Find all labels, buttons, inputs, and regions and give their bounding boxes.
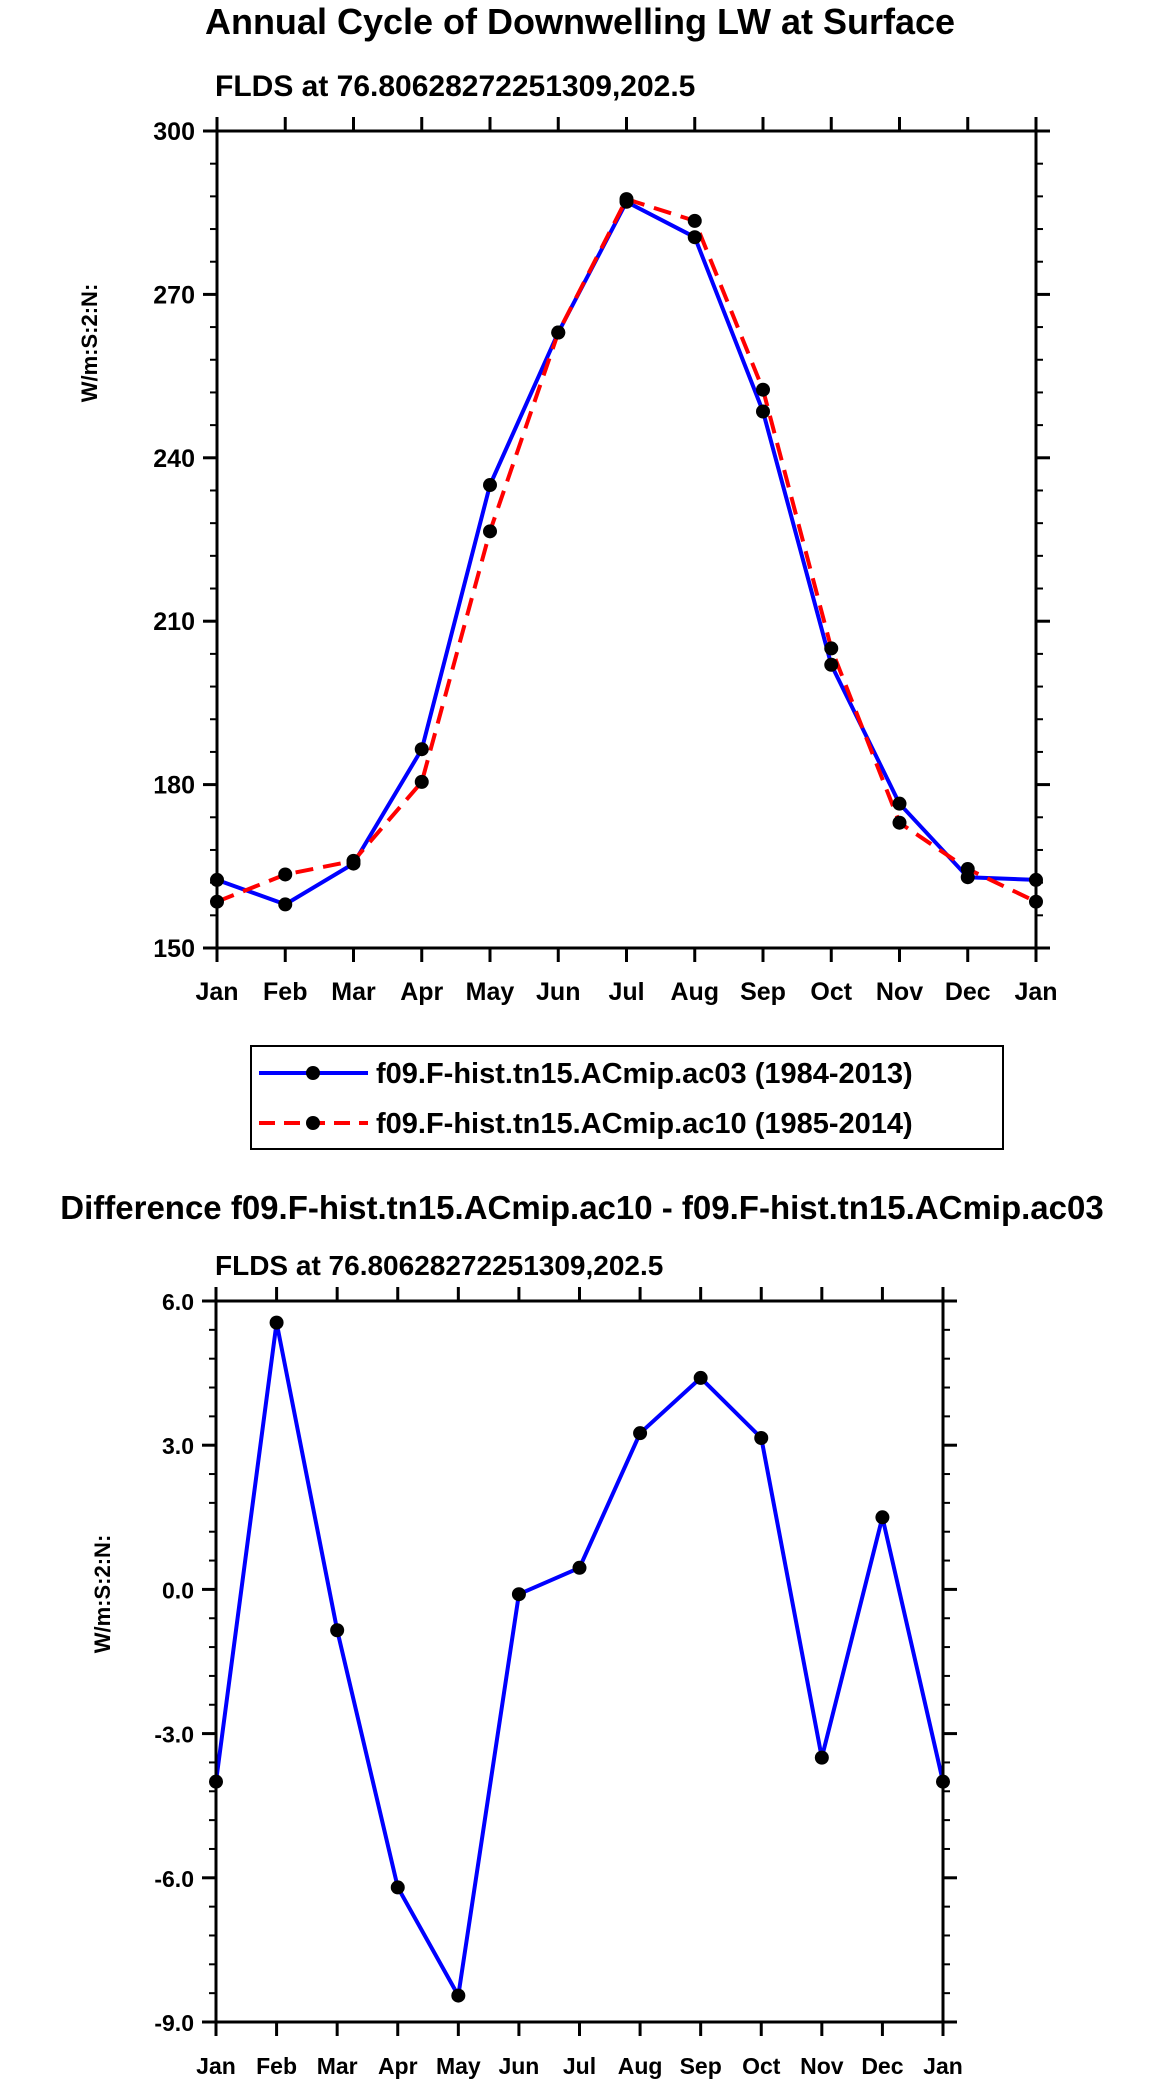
x-tick-label: Nov (800, 2053, 844, 2079)
y-tick-label: 300 (153, 118, 195, 146)
difference-y-axis-label: W/m:S:2:N: (90, 1535, 115, 1654)
y-tick-label: 150 (153, 935, 195, 963)
legend-label-ac10: f09.F-hist.tn15.ACmip.ac10 (1985-2014) (376, 1108, 913, 1140)
data-point (551, 325, 566, 340)
chart-subtitle: FLDS at 76.80628272251309,202.5 (215, 70, 695, 103)
x-tick-label: Sep (680, 2053, 722, 2079)
data-point (414, 774, 429, 789)
x-tick-label: Apr (400, 978, 443, 1006)
data-point (892, 815, 907, 830)
difference-panel: Difference f09.F-hist.tn15.ACmip.ac10 - … (60, 1189, 1103, 2079)
data-point (693, 1370, 708, 1385)
x-tick-label: Jun (498, 2053, 539, 2079)
data-point (483, 524, 497, 539)
legend: f09.F-hist.tn15.ACmip.ac03 (1984-2013) f… (250, 1045, 1004, 1150)
data-point (483, 478, 497, 493)
x-tick-label: Oct (810, 978, 852, 1006)
data-point (960, 862, 975, 877)
data-point (824, 657, 839, 672)
x-tick-label: Apr (378, 2053, 418, 2079)
data-point (330, 1623, 345, 1638)
data-point (278, 867, 293, 882)
x-tick-label: Jan (196, 2053, 236, 2079)
x-tick-label: Oct (742, 2053, 781, 2079)
plot-frame (215, 129, 1038, 950)
y-tick-label: -9.0 (154, 2010, 194, 2036)
series-line-0 (216, 199, 1037, 907)
data-point (269, 1315, 284, 1330)
data-point (390, 1880, 405, 1895)
x-tick-label: Aug (618, 2053, 663, 2079)
data-point (572, 1560, 587, 1575)
data-point (511, 1587, 526, 1602)
annual-cycle-panel: Annual Cycle of Downwelling LW at Surfac… (77, 1, 1058, 1006)
data-point (414, 742, 429, 757)
x-tick-label: Jan (923, 2053, 963, 2079)
y-tick-label: 0.0 (162, 1577, 194, 1603)
data-point (278, 897, 293, 912)
legend-marker-ac10 (306, 1116, 320, 1130)
y-tick-label: 240 (153, 445, 195, 473)
y-tick-label: 270 (153, 281, 195, 309)
y-tick-label: -6.0 (154, 1866, 194, 1892)
data-point (754, 1430, 769, 1445)
x-tick-label: Dec (945, 978, 991, 1006)
x-tick-label: Jan (1014, 978, 1057, 1006)
legend-label-ac03: f09.F-hist.tn15.ACmip.ac03 (1984-2013) (376, 1058, 913, 1090)
data-point (875, 1510, 890, 1525)
legend-item-ac03: f09.F-hist.tn15.ACmip.ac03 (1984-2013) (259, 1058, 913, 1090)
data-point (633, 1426, 648, 1441)
difference-title: Difference f09.F-hist.tn15.ACmip.ac10 - … (60, 1189, 1103, 1226)
data-point (687, 230, 702, 245)
legend-marker-ac03 (306, 1066, 320, 1080)
y-tick-label: 210 (153, 608, 195, 636)
chart-title: Annual Cycle of Downwelling LW at Surfac… (205, 1, 955, 42)
data-point (346, 853, 361, 868)
y-tick-label: 180 (153, 772, 195, 800)
legend-box (250, 1045, 1004, 1150)
legend-item-ac10: f09.F-hist.tn15.ACmip.ac10 (1985-2014) (259, 1108, 913, 1140)
series-line-0 (214, 1320, 945, 1998)
x-tick-label: May (436, 2053, 481, 2079)
x-tick-label: Jan (195, 978, 238, 1006)
data-point (756, 382, 770, 397)
x-tick-label: Nov (876, 978, 923, 1006)
x-tick-label: Aug (670, 978, 719, 1006)
series-line-1 (216, 197, 1037, 904)
data-point (687, 213, 702, 228)
data-point (619, 192, 634, 207)
data-point (451, 1988, 466, 2003)
x-tick-label: Dec (861, 2053, 903, 2079)
data-point (892, 796, 907, 811)
x-tick-label: Feb (263, 978, 307, 1006)
data-point (756, 404, 770, 419)
x-tick-label: Jun (536, 978, 580, 1006)
x-tick-label: Mar (317, 2053, 358, 2079)
plot-frame (214, 1299, 945, 2024)
x-tick-label: Jul (563, 2053, 596, 2079)
x-tick-label: Jul (608, 978, 644, 1006)
data-point (824, 641, 839, 656)
y-tick-label: 3.0 (162, 1433, 194, 1459)
y-tick-label: 6.0 (162, 1289, 194, 1315)
x-tick-label: Feb (256, 2053, 297, 2079)
data-point (814, 1750, 829, 1765)
y-axis-label: W/m:S:2:N: (77, 284, 102, 403)
y-tick-label: -3.0 (154, 1722, 194, 1748)
x-tick-label: May (466, 978, 515, 1006)
x-tick-label: Sep (740, 978, 786, 1006)
x-tick-label: Mar (331, 978, 376, 1006)
difference-subtitle: FLDS at 76.80628272251309,202.5 (215, 1250, 663, 1281)
